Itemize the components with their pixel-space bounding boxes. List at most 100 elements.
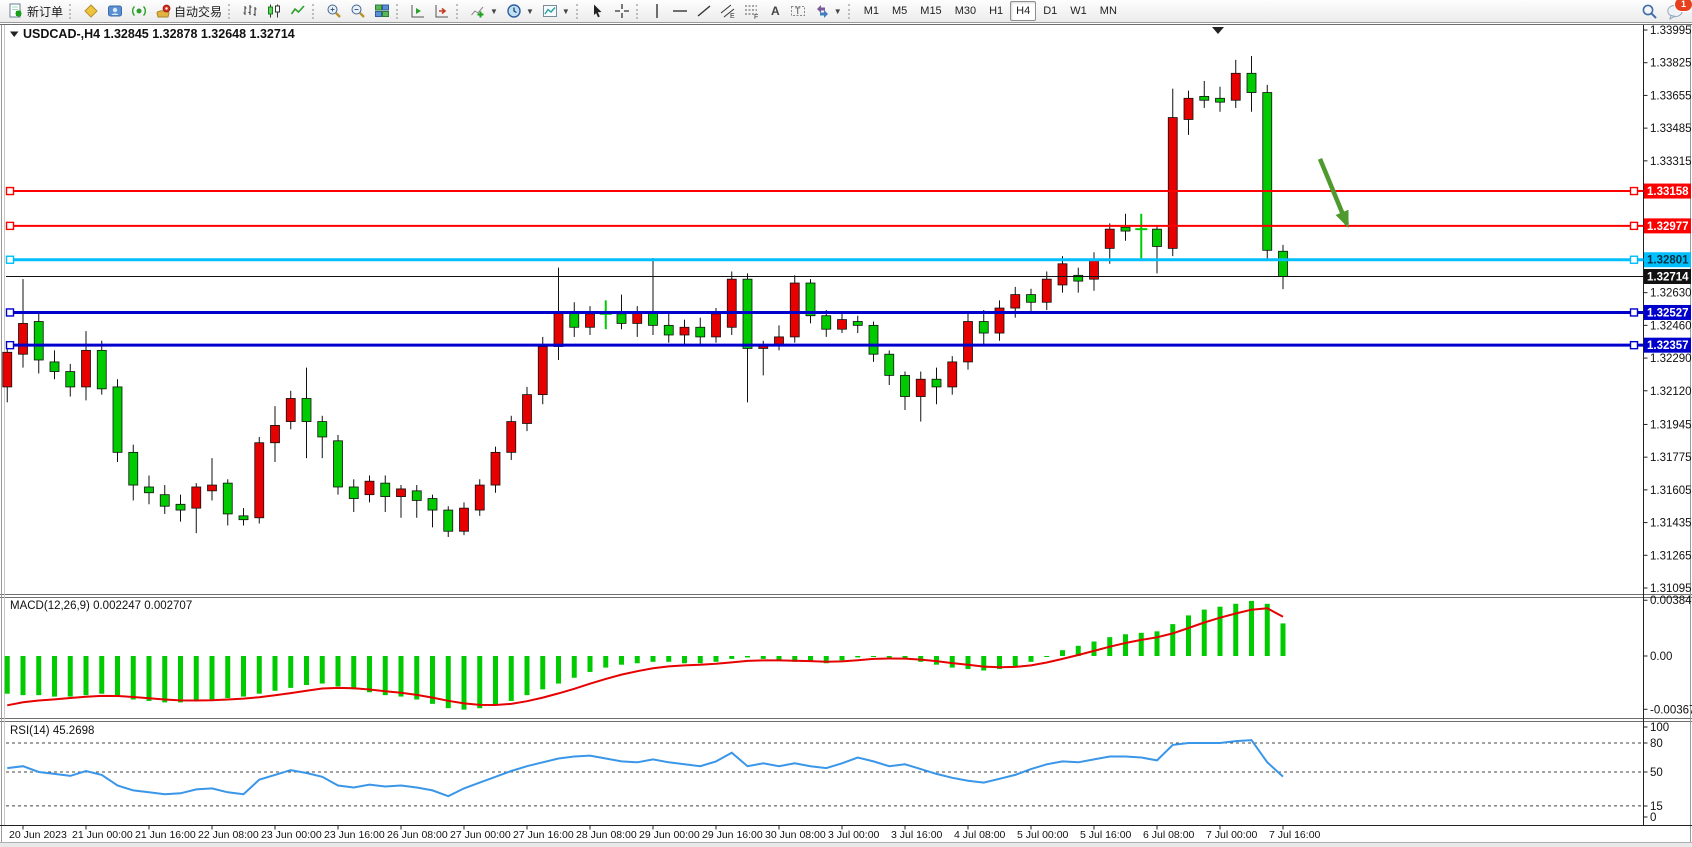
line-handle[interactable] <box>5 221 15 231</box>
chart-line-button[interactable] <box>286 0 310 22</box>
arrows-tool-button[interactable]: ▼ <box>810 0 846 22</box>
sell-annotation-arrow-icon[interactable] <box>1317 158 1350 229</box>
time-axis-label: 20 Jun 2023 <box>9 829 67 841</box>
signals-button[interactable] <box>127 0 151 22</box>
macd-histogram-bar <box>540 656 546 690</box>
candle-bullish <box>553 311 564 347</box>
candle-bearish <box>65 371 76 388</box>
hline-tool-button[interactable] <box>668 0 692 22</box>
candle-bullish <box>18 323 28 355</box>
rsi-axis-label: 100 <box>1650 722 1669 734</box>
line-handle[interactable] <box>5 255 15 264</box>
time-axis-label: 7 Jul 00:00 <box>1206 829 1258 841</box>
zoom-out-button[interactable] <box>346 0 370 22</box>
svg-text:E: E <box>730 13 735 19</box>
candle-bearish <box>112 386 123 453</box>
crosshair-tool-button[interactable] <box>610 0 634 22</box>
candle-bullish <box>285 398 296 422</box>
macd-histogram-bar <box>666 656 672 662</box>
timeframe-m15-button[interactable]: M15 <box>920 5 942 17</box>
new-order-button[interactable]: 新订单 <box>4 0 67 22</box>
fibonacci-tool-button[interactable]: F <box>740 0 764 22</box>
trendline-tool-button[interactable] <box>692 0 716 22</box>
timeframe-m1-button[interactable]: M1 <box>863 5 879 17</box>
chart-title-ohlc: USDCAD-,H4 1.32845 1.32878 1.32648 1.327… <box>23 27 295 41</box>
chart-candles-button[interactable] <box>262 0 286 22</box>
time-axis-label: 23 Jun 00:00 <box>261 829 322 841</box>
auto-trading-button[interactable]: 自动交易 <box>151 0 226 22</box>
chart-shift-button[interactable] <box>430 0 454 22</box>
price-axis-label: 1.33485 <box>1650 123 1692 135</box>
line-handle[interactable] <box>1629 255 1639 264</box>
macd-histogram-bar <box>304 656 309 685</box>
auto-scroll-icon <box>411 5 425 18</box>
candle-bearish <box>411 490 422 501</box>
svg-text:F: F <box>754 14 758 19</box>
candle-bullish <box>1104 228 1115 249</box>
auto-scroll-button[interactable] <box>406 0 430 22</box>
line-handle[interactable] <box>1629 221 1639 231</box>
line-handle[interactable] <box>5 340 15 350</box>
macd-histogram-bar <box>1138 632 1144 656</box>
dropdown-caret-icon: ▼ <box>833 6 842 16</box>
time-axis-label: 27 Jun 00:00 <box>450 829 511 841</box>
timeframe-w1-button[interactable]: W1 <box>1070 5 1087 17</box>
timeframe-h4-button[interactable]: H4 <box>1010 1 1037 21</box>
timeframe-d1-button[interactable]: D1 <box>1043 5 1058 17</box>
macd-histogram-bar <box>713 656 719 662</box>
chart-shift-marker-icon[interactable] <box>1212 27 1224 34</box>
timeframe-mn-button[interactable]: MN <box>1099 5 1117 17</box>
candle-bullish <box>963 321 973 363</box>
macd-histogram-bar <box>1233 603 1239 656</box>
line-handle[interactable] <box>5 308 15 317</box>
timeframe-m5-button[interactable]: M5 <box>892 5 908 17</box>
community-button[interactable] <box>103 0 127 22</box>
line-chart-icon <box>290 5 305 15</box>
fibonacci-icon: F <box>744 5 758 19</box>
time-axis-label: 27 Jun 16:00 <box>513 829 574 841</box>
symbol-dropdown-icon[interactable] <box>10 31 19 38</box>
chart-objects[interactable] <box>5 158 1644 350</box>
templates-button[interactable]: ▼ <box>538 0 574 22</box>
macd-histogram-bar <box>319 656 325 684</box>
line-handle[interactable] <box>1629 308 1639 317</box>
candle-bullish <box>270 425 280 444</box>
text-tool-button[interactable]: A <box>764 0 786 22</box>
notifications-button[interactable]: 1 <box>1662 0 1692 22</box>
macd-histogram-bar <box>949 656 955 668</box>
label-tool-button[interactable]: T <box>786 0 810 22</box>
search-button[interactable] <box>1637 0 1662 22</box>
cursor-tool-button[interactable] <box>586 0 610 22</box>
candle-bearish <box>222 482 233 515</box>
zoom-in-button[interactable] <box>322 0 346 22</box>
timeframe-h1-button[interactable]: H1 <box>989 5 1004 17</box>
timeframe-m30-button[interactable]: M30 <box>954 5 977 17</box>
tile-windows-button[interactable] <box>370 0 394 22</box>
line-handle[interactable] <box>5 186 15 196</box>
candle-bullish <box>459 507 469 532</box>
candle-bearish <box>805 282 816 317</box>
chart-bars-button[interactable] <box>238 0 262 22</box>
vertical-line-icon <box>656 4 658 18</box>
macd-indicator-label: MACD(12,26,9) 0.002247 0.002707 <box>10 600 192 612</box>
macd-histogram-bar <box>1028 656 1034 662</box>
line-handle[interactable] <box>1629 186 1639 196</box>
candle-bullish <box>726 278 737 328</box>
dropdown-caret-icon: ▼ <box>490 6 498 16</box>
candle-bearish <box>900 374 910 397</box>
vline-tool-button[interactable] <box>646 0 668 22</box>
macd-histogram-bar <box>256 656 262 694</box>
indicators-button[interactable]: ▼ <box>466 0 502 22</box>
crosshair-icon <box>614 4 629 18</box>
indicators-icon <box>471 6 484 18</box>
text-label-icon: T <box>790 6 805 16</box>
trendline-icon <box>697 5 711 17</box>
market-button[interactable] <box>79 0 103 22</box>
timeframe-menu-button[interactable]: ▼ <box>502 0 538 22</box>
line-handle[interactable] <box>1629 340 1639 350</box>
channel-tool-button[interactable]: E <box>716 0 740 22</box>
macd-histogram-bar <box>997 656 1002 670</box>
candle-bullish <box>207 484 217 492</box>
candle-bearish <box>443 509 454 532</box>
